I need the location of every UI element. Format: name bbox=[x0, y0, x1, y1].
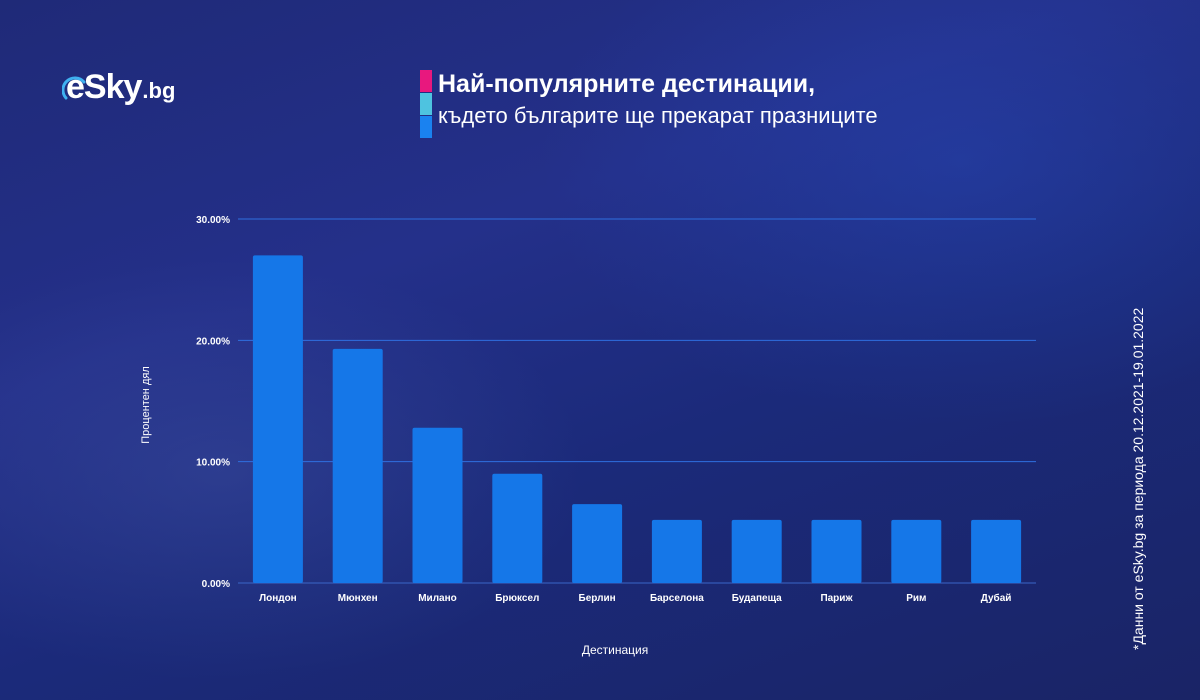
bar-4 bbox=[492, 473, 543, 583]
swoosh-icon bbox=[62, 76, 86, 100]
x-tick-label: Барселона bbox=[650, 593, 704, 604]
bar-9 bbox=[891, 519, 942, 583]
y-tick-label: 20.00% bbox=[196, 336, 230, 347]
logo-main-text: eSky bbox=[66, 68, 142, 106]
accent-bar-pink bbox=[420, 70, 432, 92]
bar-7 bbox=[731, 519, 782, 583]
page-subtitle: където българите ще прекарат празниците bbox=[438, 103, 878, 128]
x-axis-label: Дестинация bbox=[581, 643, 649, 657]
accent-bar-cyan bbox=[420, 93, 432, 115]
accent-bar-blue bbox=[420, 116, 432, 138]
title-accent-bars bbox=[420, 70, 432, 139]
title-block: Най-популярните дестинации, където бълга… bbox=[420, 68, 878, 138]
x-tick-label: Мюнхен bbox=[338, 593, 378, 604]
bar-2 bbox=[332, 348, 383, 583]
y-tick-label: 0.00% bbox=[202, 579, 230, 590]
x-tick-label: Лондон bbox=[259, 593, 297, 604]
bar-8 bbox=[811, 519, 862, 583]
bar-10 bbox=[971, 519, 1022, 583]
esky-logo: eSky .bg bbox=[62, 68, 176, 107]
bar-6 bbox=[651, 519, 702, 583]
bar-3 bbox=[412, 427, 463, 583]
x-tick-label: Берлин bbox=[579, 593, 616, 604]
logo-suffix-text: .bg bbox=[142, 78, 176, 103]
x-tick-label: Дубай bbox=[981, 592, 1012, 604]
bar-1 bbox=[252, 255, 303, 583]
x-tick-label: Брюксел bbox=[495, 593, 539, 604]
y-tick-label: 30.00% bbox=[196, 215, 230, 226]
page-title: Най-популярните дестинации, bbox=[438, 70, 816, 98]
bar-5 bbox=[572, 504, 623, 583]
y-axis-label: Процентен дял bbox=[140, 366, 152, 444]
x-tick-label: Рим bbox=[906, 593, 926, 604]
data-source-note: *Данни от eSky.bg за периода 20.12.2021-… bbox=[1130, 307, 1146, 650]
y-tick-label: 10.00% bbox=[196, 458, 230, 469]
x-tick-label: Будапеща bbox=[732, 593, 782, 604]
x-tick-label: Милано bbox=[418, 593, 457, 604]
x-tick-label: Париж bbox=[820, 593, 853, 604]
